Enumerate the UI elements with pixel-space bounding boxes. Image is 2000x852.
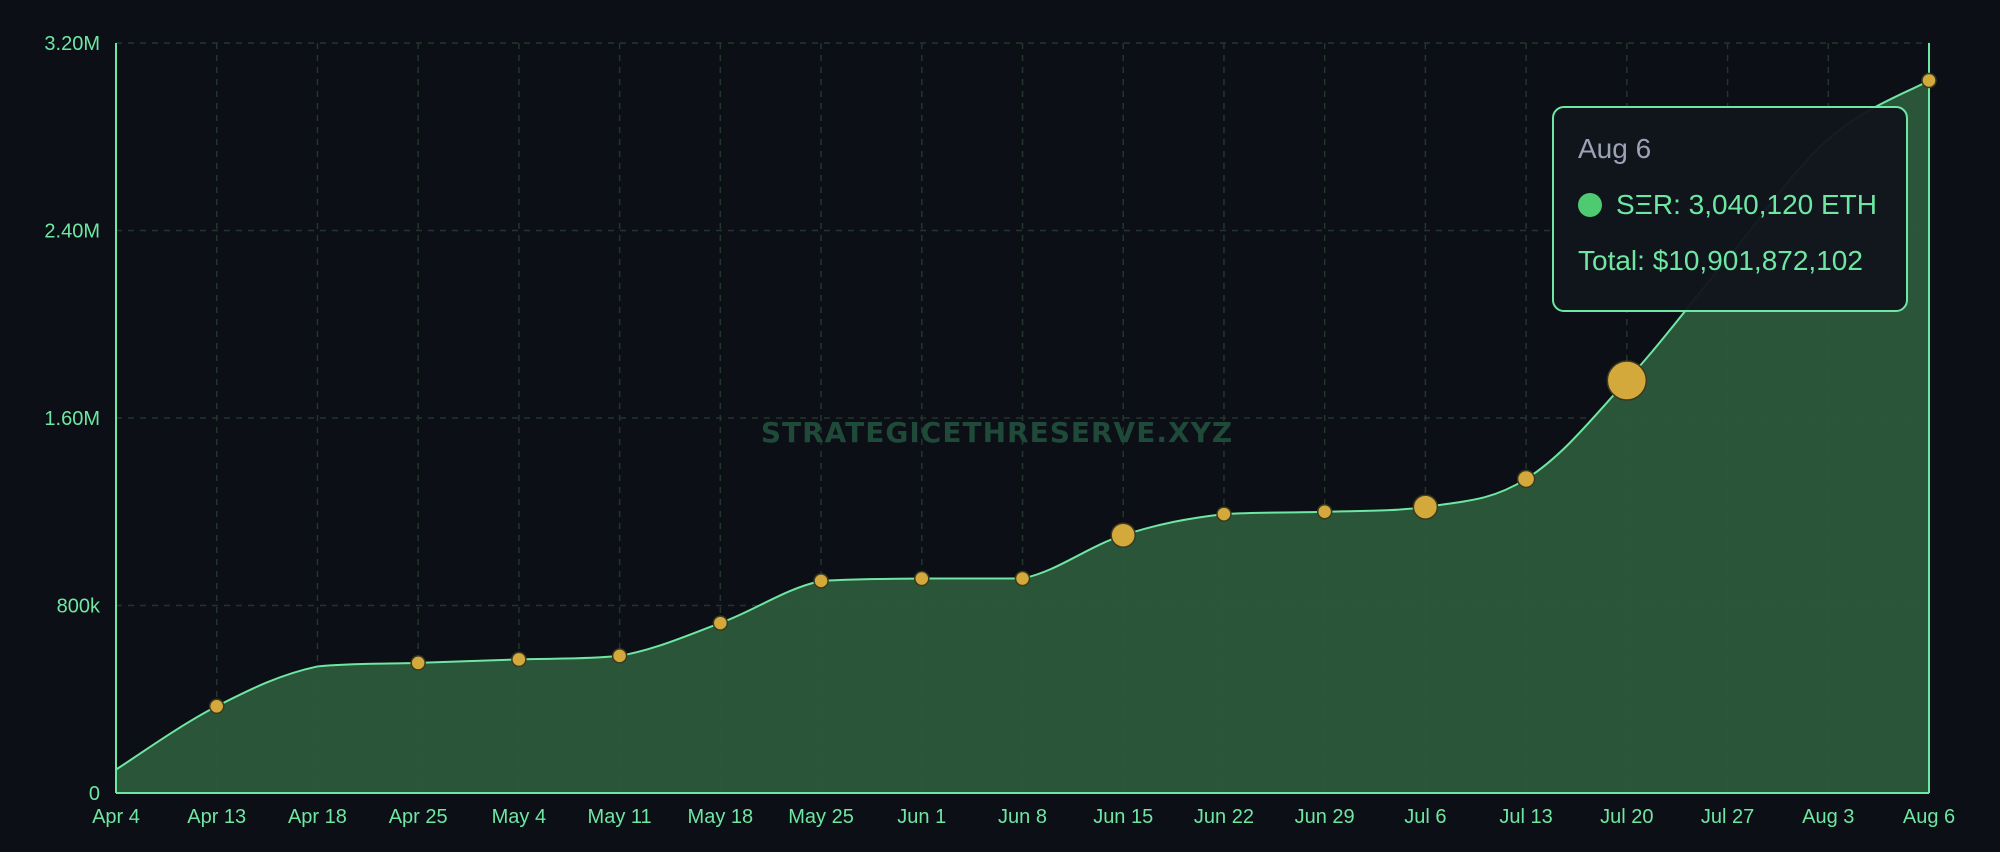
x-tick-label: Apr 18 <box>288 806 347 828</box>
y-tick-label: 1.60M <box>44 408 100 430</box>
x-axis-ticks: Apr 4 Apr 13 Apr 18 Apr 25 May 4 May 11 May 18… <box>92 806 1955 828</box>
data-point[interactable] <box>1516 469 1536 489</box>
x-tick-label: Jun 1 <box>897 806 946 828</box>
data-point[interactable] <box>208 698 225 715</box>
y-axis-ticks: 0 800k 1.60M 2.40M 3.20M <box>44 33 101 805</box>
x-tick-label: Jun 22 <box>1194 806 1254 828</box>
data-point[interactable] <box>813 573 829 589</box>
y-tick-label: 2.40M <box>44 221 100 243</box>
x-tick-label: May 4 <box>492 806 546 828</box>
tooltip-total: Total: $10,901,872,102 <box>1578 245 1863 276</box>
data-point[interactable] <box>1014 570 1031 587</box>
tooltip-series-value: SΞR: 3,040,120 ETH <box>1616 189 1877 220</box>
x-tick-label: Aug 3 <box>1802 806 1854 828</box>
data-point[interactable] <box>1412 494 1439 520</box>
series-dot-icon <box>1578 193 1602 217</box>
x-tick-label: Jul 27 <box>1701 806 1754 828</box>
data-point[interactable] <box>712 615 729 631</box>
data-point[interactable] <box>1110 522 1136 548</box>
x-tick-label: Jun 8 <box>998 806 1047 828</box>
data-point[interactable] <box>1921 72 1937 89</box>
tooltip-series-row: SΞR: 3,040,120 ETH <box>1578 188 1882 222</box>
x-tick-label: Aug 6 <box>1903 806 1955 828</box>
data-point[interactable] <box>1216 506 1232 522</box>
y-tick-label: 0 <box>89 783 100 805</box>
x-tick-label: Jun 29 <box>1295 806 1355 828</box>
x-tick-label: Jul 20 <box>1600 806 1653 828</box>
data-point[interactable] <box>1316 504 1333 520</box>
data-point[interactable] <box>914 570 930 587</box>
x-tick-label: Apr 13 <box>187 806 246 828</box>
x-tick-label: Jul 6 <box>1404 806 1446 828</box>
y-tick-label: 800k <box>57 596 101 618</box>
tooltip-date: Aug 6 <box>1578 133 1652 164</box>
hover-tooltip: Aug 6 SΞR: 3,040,120 ETH Total: $10,901,… <box>1552 106 1908 312</box>
data-point[interactable] <box>511 651 527 668</box>
data-point[interactable] <box>611 648 628 664</box>
x-tick-label: Apr 25 <box>389 806 448 828</box>
x-tick-label: Apr 4 <box>92 806 140 828</box>
area-fill <box>116 80 1929 794</box>
x-tick-label: May 11 <box>588 806 652 828</box>
y-tick-label: 3.20M <box>44 33 100 55</box>
x-tick-label: May 25 <box>788 806 854 828</box>
x-tick-label: Jul 13 <box>1499 806 1552 828</box>
x-tick-label: May 18 <box>688 806 754 828</box>
x-tick-label: Jun 15 <box>1093 806 1153 828</box>
watermark-text: STRATEGICETHRESERVE.XYZ <box>761 416 1233 449</box>
data-markers <box>208 72 1937 715</box>
data-point[interactable] <box>1606 360 1648 401</box>
data-point[interactable] <box>410 655 426 671</box>
